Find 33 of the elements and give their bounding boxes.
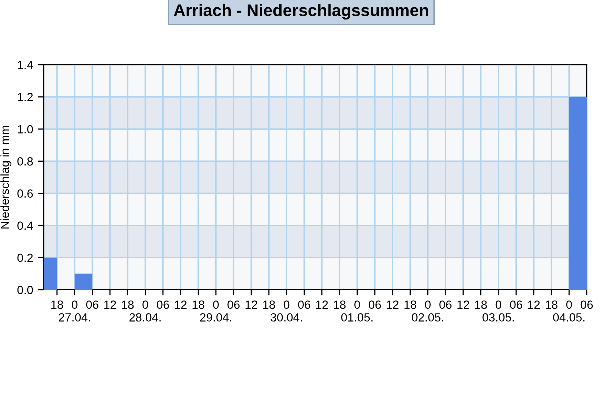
y-axis-title: Niederschlag in mm: [0, 126, 12, 229]
x-tick-label: 06: [298, 300, 311, 310]
x-tick-label: 06: [580, 300, 594, 310]
x-tick-label: 06: [510, 300, 522, 310]
y-tick-label: 0.6: [18, 190, 34, 198]
x-tick-label: 18: [546, 300, 558, 310]
y-tick-label: 1.4: [18, 61, 34, 70]
x-tick-label: 18: [122, 300, 134, 310]
y-tick-label: 0.0: [18, 286, 34, 294]
x-tick-label: 06: [157, 300, 170, 310]
x-tick-label: 18: [192, 300, 205, 310]
y-tick-label: 0.2: [18, 254, 33, 262]
x-tick-label: 12: [104, 300, 116, 309]
x-tick-label: 12: [175, 300, 187, 309]
x-tick-label: 12: [458, 300, 470, 309]
chart-title: Arriach - Niederschlagssummen: [174, 4, 428, 20]
x-tick-label: 18: [52, 300, 64, 310]
x-tick-label: 18: [263, 300, 276, 310]
x-tick-label: 06: [440, 300, 452, 310]
x-tick-label: 12: [316, 300, 328, 309]
x-tick-label: 12: [387, 300, 399, 309]
x-tick-label: 18: [475, 300, 488, 310]
x-tick-label: 12: [246, 300, 258, 309]
x-tick-label: 18: [334, 300, 346, 310]
x-tick-label: 06: [86, 300, 99, 310]
x-tick-label: 06: [368, 300, 382, 310]
x-tick-label: 12: [528, 300, 540, 309]
y-tick-label: 1.0: [18, 125, 34, 134]
y-tick-label: 0.4: [18, 222, 34, 230]
y-tick-label: 0.8: [18, 157, 34, 166]
x-tick-label: 06: [228, 300, 240, 310]
y-tick-label: 1.2: [18, 93, 33, 102]
x-tick-label: 18: [404, 300, 416, 310]
